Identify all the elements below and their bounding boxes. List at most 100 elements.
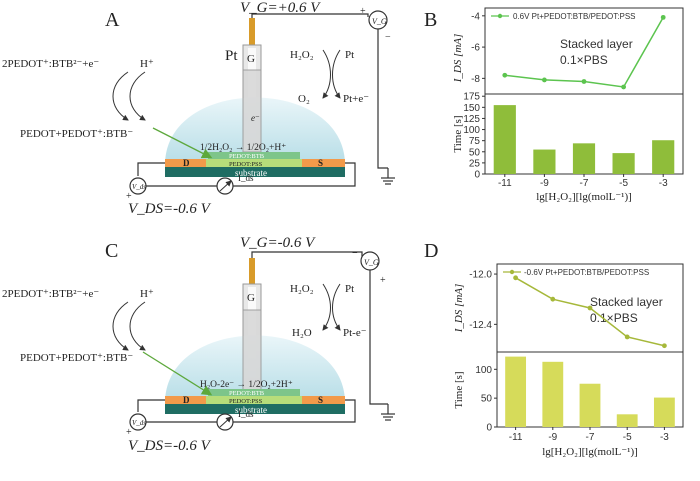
bottom-y-axis-label: Time [s] (452, 115, 464, 152)
bar (533, 149, 556, 174)
vds-meter-label: V_ds (132, 419, 146, 427)
gate-voltage-label: V_G=+0.6 V (240, 0, 321, 16)
data-point (621, 84, 626, 90)
source-label: S (318, 158, 323, 168)
y-tick-label: -12.0 (469, 270, 492, 281)
x-axis-label: lg[H₂O₂][lg(molL⁻¹)] (542, 446, 638, 458)
vg-meter-label: V_G (364, 258, 379, 267)
data-point (581, 79, 587, 84)
gate-wire-right (369, 270, 388, 405)
annotation-line2: 0.1×PBS (590, 311, 638, 325)
bottom-y-axis-label: Time [s] (453, 371, 465, 408)
y-tick-label: 100 (475, 365, 492, 376)
x-ticks: -11 -9 -7 -5 -3 (509, 427, 669, 443)
drop-reaction: H₂O-2e⁻ → 1/2O₂+2H⁺ (200, 380, 293, 390)
bar (652, 140, 675, 174)
left-reaction-h: H⁺ (140, 58, 154, 70)
y-tick-label: -12.4 (469, 320, 492, 331)
top-y-axis-label: I_DS [mA] (452, 34, 464, 84)
x-tick-label: -7 (586, 432, 595, 443)
annotation-line2: 0.1×PBS (560, 53, 608, 67)
pedot-btb-label: PEDOT:BTB (229, 390, 265, 397)
bottom-y-ticks: 0 50 100 (475, 365, 497, 434)
panel-letter: B (424, 9, 437, 31)
y-tick-label: 50 (469, 147, 481, 158)
x-axis-label: lg[H₂O₂][lg(molL⁻¹)] (536, 191, 632, 203)
reaction-arc-icon (112, 71, 129, 121)
ds-voltage-label: V_DS=-0.6 V (128, 438, 212, 454)
legend-label: -0.6V Pt+PEDOT:BTB/PEDOT:PSS (524, 268, 649, 277)
x-tick-label: -3 (659, 178, 668, 189)
ds-wire-bottom (138, 162, 356, 187)
y-tick-label: 100 (463, 125, 480, 136)
right-reaction-pt: Pt (345, 283, 354, 295)
bar (542, 361, 564, 427)
y-tick-label: 25 (469, 158, 481, 169)
reaction-arc-icon (112, 301, 129, 351)
data-point (660, 14, 666, 20)
vds-meter-label: V_ds (132, 183, 146, 191)
panel-a: A V_G=+0.6 V V_G + − Pt G e⁻ 1/2H₂O₂ → 1… (2, 0, 395, 217)
y-tick-label: 75 (469, 136, 481, 147)
x-tick-label: -5 (619, 178, 628, 189)
data-point (587, 305, 593, 311)
y-tick-label: -4 (471, 11, 480, 22)
reaction-arc-icon (332, 283, 341, 331)
x-tick-label: -7 (580, 178, 589, 189)
y-tick-label: 175 (463, 92, 480, 103)
data-point (502, 72, 508, 78)
x-ticks: -11 -9 -7 -5 -3 (498, 174, 668, 189)
y-tick-label: 125 (463, 114, 480, 125)
y-tick-label: 0 (474, 170, 480, 181)
data-point (624, 334, 630, 340)
legend-marker-icon (497, 13, 503, 19)
right-reaction-h2o2: H₂O₂ (290, 283, 314, 295)
vg-meter-label: V_G (372, 17, 387, 26)
top-y-ticks: -4 -6 -8 (471, 11, 485, 85)
pedot-btb-layer (208, 389, 300, 396)
y-tick-label: -8 (471, 74, 480, 85)
gate-wire-gold (249, 18, 255, 46)
ammeter-arrow-icon (219, 180, 232, 192)
minus-sign: − (352, 248, 358, 259)
chart-b: B 0.6V Pt+PEDOT:BTB/PEDOT:PSS Stacked la… (424, 7, 684, 203)
electron-label: e⁻ (251, 113, 260, 123)
plus-sign-bottom: + (126, 427, 132, 438)
substrate-label: substrate (235, 405, 267, 415)
panel-c: C V_G=-0.6 V V_G − + G H₂O-2e⁻ → 1/2O₂+2… (2, 235, 395, 454)
drain-label: D (183, 395, 190, 405)
pointer-arrow-icon (152, 127, 213, 159)
line-series (502, 14, 666, 90)
reaction-arc-icon (129, 71, 146, 121)
reaction-arc-icon (322, 49, 331, 99)
gate-electrode-immersed (242, 309, 262, 391)
bar (572, 143, 596, 174)
bar (653, 397, 675, 427)
right-reaction-pt: Pt (345, 49, 354, 61)
y-tick-label: -6 (471, 43, 480, 54)
electrode-label: Pt (225, 48, 238, 64)
chart-d: D -0.6V Pt+PEDOT:BTB/PEDOT:PSS Stacked l… (424, 240, 684, 458)
ds-wire-left (137, 399, 165, 412)
right-reaction-pte: Pt-e⁻ (343, 327, 367, 339)
annotation-line1: Stacked layer (590, 295, 663, 309)
data-point (513, 275, 518, 281)
substrate-layer (165, 404, 345, 414)
substrate-label: substrate (235, 168, 267, 178)
gate-electrode-immersed (242, 69, 262, 153)
bar (579, 383, 601, 427)
y-tick-label: 0 (486, 423, 492, 434)
x-tick-label: -11 (498, 178, 512, 189)
bar (612, 153, 635, 174)
drop-reaction: 1/2H₂O₂ → 1/2O₂+H⁺ (200, 143, 286, 153)
legend-marker-icon (509, 269, 515, 275)
plus-sign: + (380, 275, 386, 286)
gate-wire-top (251, 251, 363, 262)
plus-sign-bottom: + (126, 191, 132, 202)
panel-letter: C (105, 240, 118, 262)
annotation-line1: Stacked layer (560, 37, 633, 51)
source-label: S (318, 395, 323, 405)
left-reaction-top: 2PEDOT⁺:BTB²⁻+e⁻ (2, 58, 99, 70)
ids-label: I_ds (238, 409, 254, 419)
